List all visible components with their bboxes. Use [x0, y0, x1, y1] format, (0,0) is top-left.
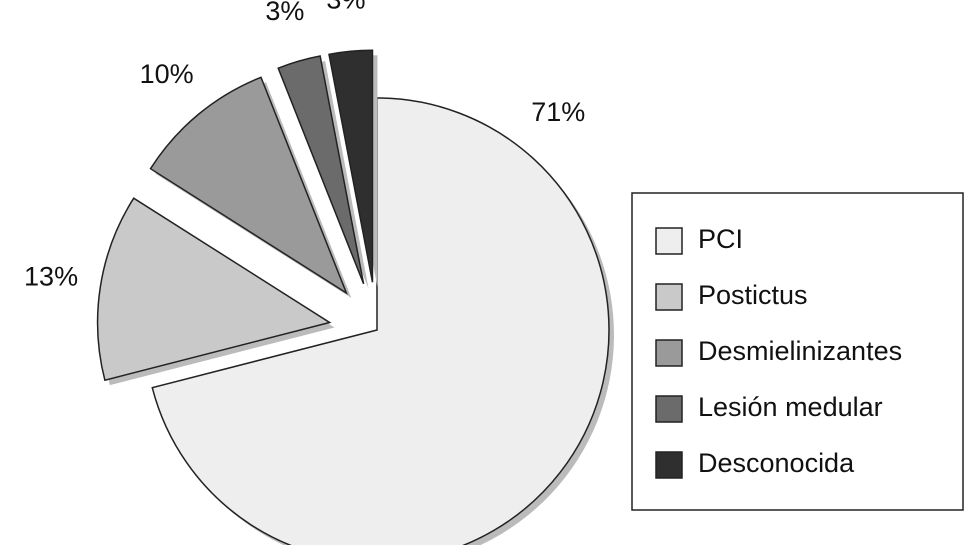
legend-swatch	[655, 283, 683, 311]
slice	[96, 197, 332, 382]
slice	[151, 97, 610, 545]
legend-swatch	[655, 395, 683, 423]
data-label: 3%	[326, 0, 365, 15]
legend-label: Postictus	[698, 280, 808, 310]
legend-label: Desconocida	[698, 448, 855, 478]
slice	[328, 49, 374, 283]
data-label: 71%	[531, 97, 585, 127]
legend-label: Lesión medular	[698, 392, 883, 422]
slice	[149, 76, 348, 295]
data-label: 13%	[24, 262, 78, 292]
data-label: 3%	[265, 0, 304, 26]
legend-box	[631, 192, 964, 511]
legend-label: PCI	[698, 224, 743, 254]
legend-label: Desmielinizantes	[698, 336, 902, 366]
legend-swatch	[655, 227, 683, 255]
data-label: 10%	[140, 59, 194, 89]
legend-swatch	[655, 451, 683, 479]
slice	[277, 55, 365, 285]
legend-swatch	[655, 339, 683, 367]
